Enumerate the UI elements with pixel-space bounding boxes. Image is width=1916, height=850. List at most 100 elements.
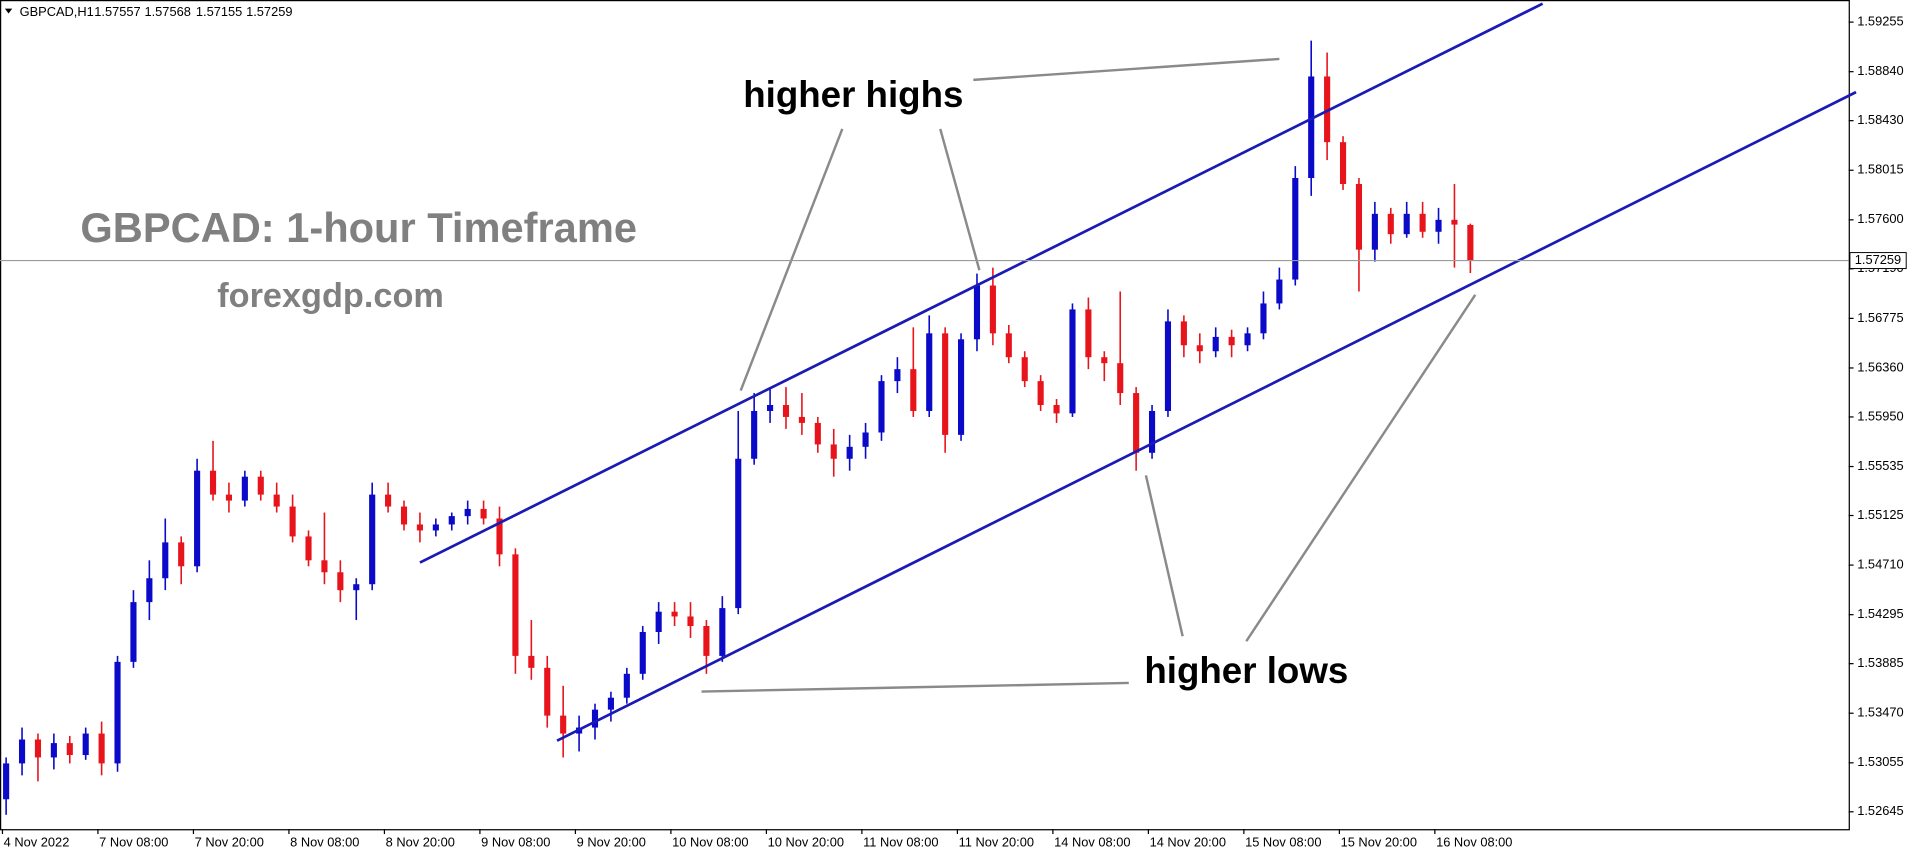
x-tick-label: 8 Nov 08:00: [290, 834, 359, 849]
y-tick-label: 1.53055: [1857, 754, 1903, 769]
candle-body: [3, 763, 10, 800]
y-tick-label: 1.58840: [1857, 63, 1903, 78]
candle-body: [273, 494, 280, 507]
candle-body: [432, 524, 439, 531]
candle-body: [1292, 178, 1299, 280]
x-tick-label: 11 Nov 08:00: [863, 834, 938, 849]
candle-body: [114, 661, 121, 764]
candle-body: [337, 572, 344, 591]
candle-body: [798, 416, 805, 423]
y-tick-label: 1.58015: [1857, 162, 1903, 177]
pointer: [739, 128, 844, 392]
candle-body: [1133, 393, 1140, 453]
candle-body: [846, 446, 853, 459]
candle-body: [1228, 336, 1235, 346]
x-tick-label: 10 Nov 08:00: [672, 834, 748, 849]
candle-body: [639, 631, 646, 674]
candle-body: [1164, 321, 1172, 411]
upper-trend-line: [419, 2, 1544, 564]
candle-body: [560, 715, 567, 734]
candle-body: [448, 516, 455, 525]
candle-body: [225, 494, 233, 501]
y-tick-label: 1.55535: [1857, 458, 1903, 473]
candle-body: [241, 476, 248, 501]
candle-body: [257, 476, 264, 495]
candle-body: [782, 405, 790, 417]
y-tick-label: 1.59255: [1857, 13, 1903, 28]
candle-body: [512, 554, 519, 656]
current-price-label: 1.57259: [1855, 252, 1901, 267]
x-tick-label: 14 Nov 08:00: [1054, 834, 1130, 849]
candle-body: [1053, 405, 1060, 414]
y-tick-label: 1.58430: [1857, 112, 1903, 127]
candle-body: [1403, 213, 1410, 235]
candle-body: [1085, 309, 1092, 358]
candle-body: [958, 339, 965, 435]
candle-body: [894, 369, 901, 382]
candle-body: [321, 560, 328, 573]
candle-body: [146, 578, 153, 603]
annotation-pointers: [701, 57, 1477, 693]
candle-body: [385, 494, 392, 507]
candle-body: [178, 542, 185, 567]
candle-body: [1180, 321, 1187, 346]
candle-body: [1387, 213, 1394, 235]
pointer: [1144, 475, 1184, 637]
x-tick-label: 9 Nov 20:00: [577, 834, 646, 849]
candle-body: [1308, 76, 1315, 179]
x-tick-label: 7 Nov 08:00: [99, 834, 168, 849]
candle-body: [671, 611, 678, 617]
y-tick-label: 1.53470: [1857, 705, 1903, 720]
header-low: 1.57155: [196, 4, 242, 19]
candle-body: [767, 405, 774, 411]
candle-body: [735, 458, 742, 609]
header-high: 1.57568: [144, 4, 190, 19]
candle-body: [194, 470, 201, 567]
candle-body: [305, 536, 312, 561]
candle-body: [18, 739, 26, 764]
candle-body: [1037, 381, 1044, 406]
candle-body: [1467, 224, 1474, 261]
candle-body: [623, 673, 630, 698]
x-tick-label: 10 Nov 20:00: [768, 834, 844, 849]
candle-body: [1196, 345, 1203, 352]
chart-subtitle: forexgdp.com: [217, 277, 444, 315]
y-tick-label: 1.55125: [1857, 507, 1903, 522]
candle-body: [50, 743, 57, 758]
x-tick-label: 14 Nov 20:00: [1150, 834, 1226, 849]
y-tick-label: 1.52645: [1857, 803, 1903, 818]
x-tick-label: 16 Nov 08:00: [1436, 834, 1512, 849]
candle-body: [1324, 76, 1331, 143]
candle-body: [878, 381, 885, 433]
y-tick-label: 1.56360: [1857, 359, 1903, 374]
candle-body: [1148, 410, 1156, 453]
y-tick-label: 1.54710: [1857, 556, 1903, 571]
candle-body: [751, 410, 758, 459]
candle-body: [1276, 279, 1283, 304]
x-tick-label: 7 Nov 20:00: [195, 834, 264, 849]
candle-body: [416, 524, 423, 531]
x-tick-label: 8 Nov 20:00: [386, 834, 455, 849]
pointer: [973, 57, 1280, 82]
candle-body: [130, 602, 137, 662]
candle-body: [655, 611, 662, 632]
annotation: higher highs: [743, 74, 963, 115]
candle-body: [464, 508, 471, 517]
candle-body: [607, 697, 614, 710]
candle-body: [1005, 333, 1012, 358]
candle-body: [1212, 336, 1219, 352]
lower-trend-line: [556, 90, 1857, 742]
candle-body: [1419, 213, 1426, 232]
candle-body: [814, 422, 821, 445]
candle-body: [1069, 309, 1076, 414]
x-tick-label: 15 Nov 08:00: [1245, 834, 1321, 849]
candle-body: [289, 506, 296, 537]
candle-body: [209, 470, 217, 495]
header-close: 1.57259: [246, 4, 292, 19]
candle-body: [973, 285, 981, 340]
candle-body: [687, 616, 694, 627]
y-tick-label: 1.54295: [1857, 606, 1903, 621]
candle-body: [162, 542, 169, 579]
